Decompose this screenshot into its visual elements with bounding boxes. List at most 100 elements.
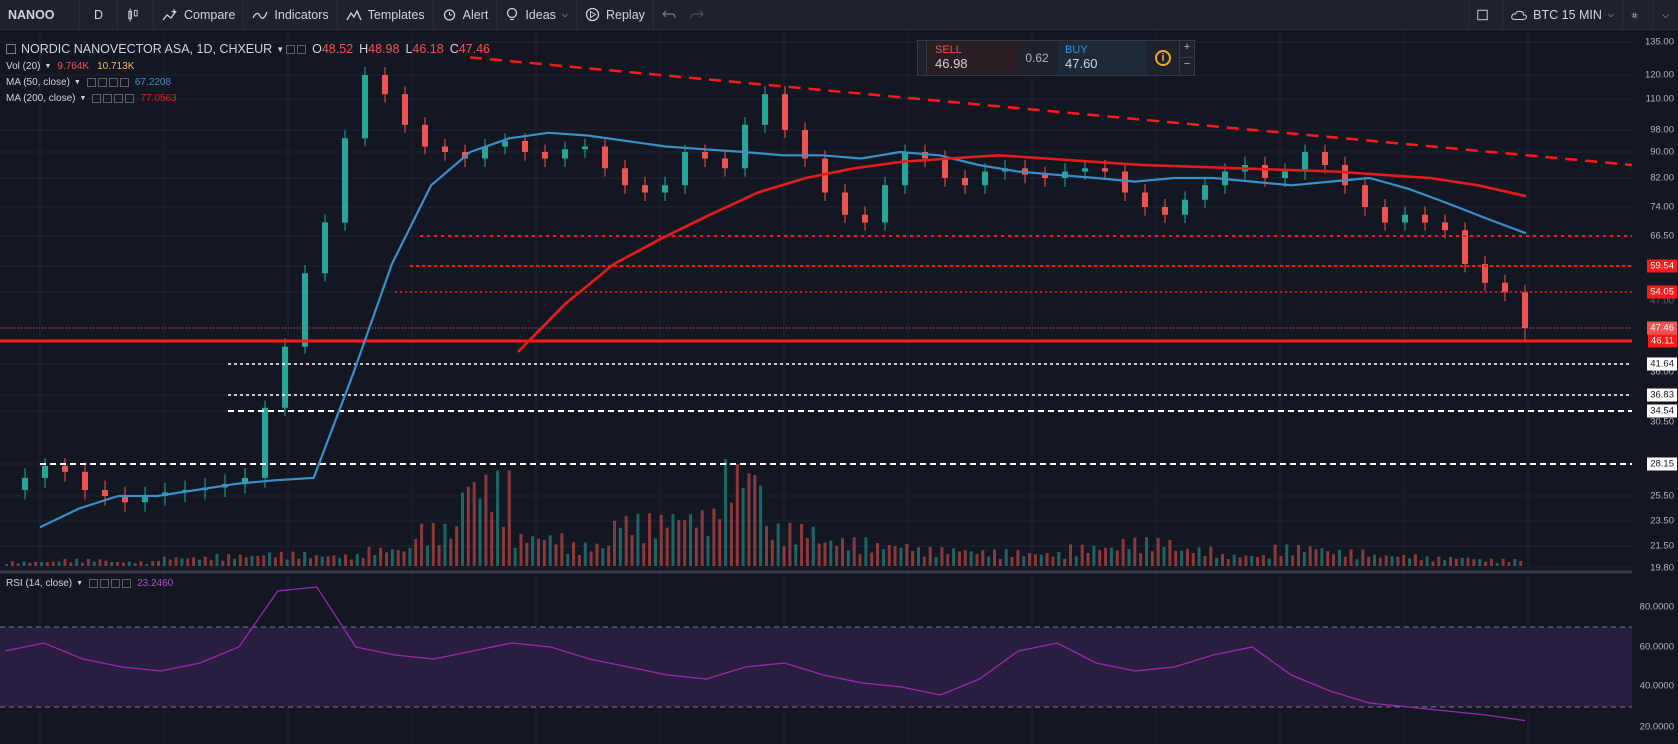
candle-body [1402, 214, 1408, 223]
candle-body [602, 146, 608, 169]
candle-body [302, 273, 308, 347]
chevron-down-icon[interactable]: ▼ [44, 63, 52, 70]
drag-handle[interactable] [918, 41, 927, 75]
eye-icon[interactable] [286, 44, 296, 54]
price-label: 66.50 [1650, 230, 1674, 242]
undo-icon[interactable] [662, 9, 676, 21]
candle-body [1322, 152, 1328, 165]
info-button[interactable]: i [1147, 41, 1179, 75]
candle-body [542, 152, 548, 159]
price-label: 19.80 [1650, 562, 1674, 574]
minus-icon[interactable]: − [1180, 57, 1194, 74]
candle-body [322, 222, 328, 274]
interval-button[interactable]: D [80, 0, 118, 30]
plus-icon[interactable]: + [1183, 41, 1191, 53]
volume-bar [1361, 549, 1365, 566]
buy-button[interactable]: BUY 47.60 [1057, 41, 1147, 75]
source-icon[interactable] [114, 94, 124, 103]
ma200-value: 77.0563 [140, 93, 177, 104]
source-icon[interactable] [111, 579, 121, 588]
fullscreen-button[interactable] [1468, 0, 1502, 30]
eye-icon[interactable] [89, 579, 99, 588]
volume-bar [613, 520, 616, 566]
price-label: 135.00 [1644, 36, 1674, 48]
chart-style-button[interactable] [118, 0, 154, 30]
alert-button[interactable]: Alert [434, 0, 498, 30]
close-key: C [449, 42, 459, 56]
symbol-search[interactable]: NANOO [0, 0, 80, 30]
volume-bar [291, 551, 295, 566]
chevron-down-icon[interactable]: ▼ [276, 44, 285, 54]
settings-button[interactable] [1622, 0, 1652, 30]
sell-button[interactable]: SELL 46.98 [927, 41, 1017, 75]
volume-bar [928, 546, 932, 566]
level-tag-28-15: 28.15 [1647, 457, 1677, 471]
volume-bar [1057, 551, 1061, 566]
volume-bar [952, 548, 956, 566]
volume-bar [1454, 558, 1458, 566]
volume-bar [852, 537, 856, 566]
volume-bar [1390, 556, 1394, 566]
replay-button[interactable]: Replay [577, 0, 654, 30]
eye-icon[interactable] [92, 94, 102, 103]
volume-bar [805, 538, 809, 566]
volume-bar [1519, 561, 1523, 566]
candle-body [1502, 282, 1508, 293]
candle-body [1422, 214, 1428, 223]
volume-bar [34, 561, 38, 566]
chevron-down-icon[interactable]: ▼ [79, 95, 87, 102]
candle-body [1142, 192, 1148, 207]
volume-bar [601, 548, 605, 566]
volume-bar [110, 561, 114, 566]
settings-icon[interactable] [103, 94, 113, 103]
settings-icon[interactable] [100, 579, 110, 588]
volume-bars [5, 459, 1523, 566]
volume-bar [694, 527, 698, 566]
volume-bar [817, 543, 821, 566]
price-axis[interactable]: 135.00 120.00 110.00 98.00 90.00 82.00 7… [1634, 31, 1678, 744]
price-label: 98.00 [1650, 124, 1674, 136]
open-value: 48.52 [321, 42, 354, 56]
volume-bar [297, 558, 301, 566]
volume-bar [92, 561, 96, 566]
redo-icon[interactable] [690, 9, 704, 21]
volume-bar [1484, 561, 1488, 566]
volume-bar [45, 562, 49, 566]
volume-bar [256, 555, 260, 566]
ideas-button[interactable]: Ideas ⌵ [497, 0, 577, 30]
close-icon[interactable] [297, 44, 307, 54]
volume-bar [16, 563, 20, 566]
alarm-clock-icon [443, 9, 455, 21]
volume-bar [396, 550, 400, 566]
watchlist-button[interactable]: BTC 15 MIN ⌵ [1502, 0, 1622, 30]
volume-bar [595, 543, 599, 566]
collapse-icon[interactable] [6, 44, 16, 54]
volume-bar [963, 550, 967, 566]
volume-bar [729, 502, 733, 566]
volume-bar [174, 557, 178, 566]
eye-icon[interactable] [86, 78, 96, 87]
chevron-down-icon: ⌵ [561, 9, 568, 19]
candle-body [102, 489, 108, 496]
undo-redo-group [654, 0, 718, 30]
indicators-button[interactable]: Indicators [244, 0, 338, 30]
source-icon[interactable] [108, 78, 118, 87]
close-icon[interactable] [125, 94, 135, 103]
volume-bar [1443, 560, 1447, 566]
templates-button[interactable]: Templates [338, 0, 434, 30]
close-icon[interactable] [119, 78, 129, 87]
candle-body [1282, 171, 1288, 178]
volume-bar [887, 545, 891, 566]
volume-bar [659, 514, 663, 566]
volume-bar [753, 474, 757, 566]
settings-icon[interactable] [97, 78, 107, 87]
volume-bar [835, 546, 839, 566]
volume-bar [1238, 557, 1242, 566]
chevron-down-icon[interactable]: ▼ [73, 79, 81, 86]
chevron-down-icon[interactable]: ▼ [76, 580, 84, 587]
close-icon[interactable] [122, 579, 132, 588]
candle-body [702, 152, 708, 159]
more-button[interactable]: ⌵ [1652, 0, 1678, 30]
compare-button[interactable]: Compare [154, 0, 245, 30]
